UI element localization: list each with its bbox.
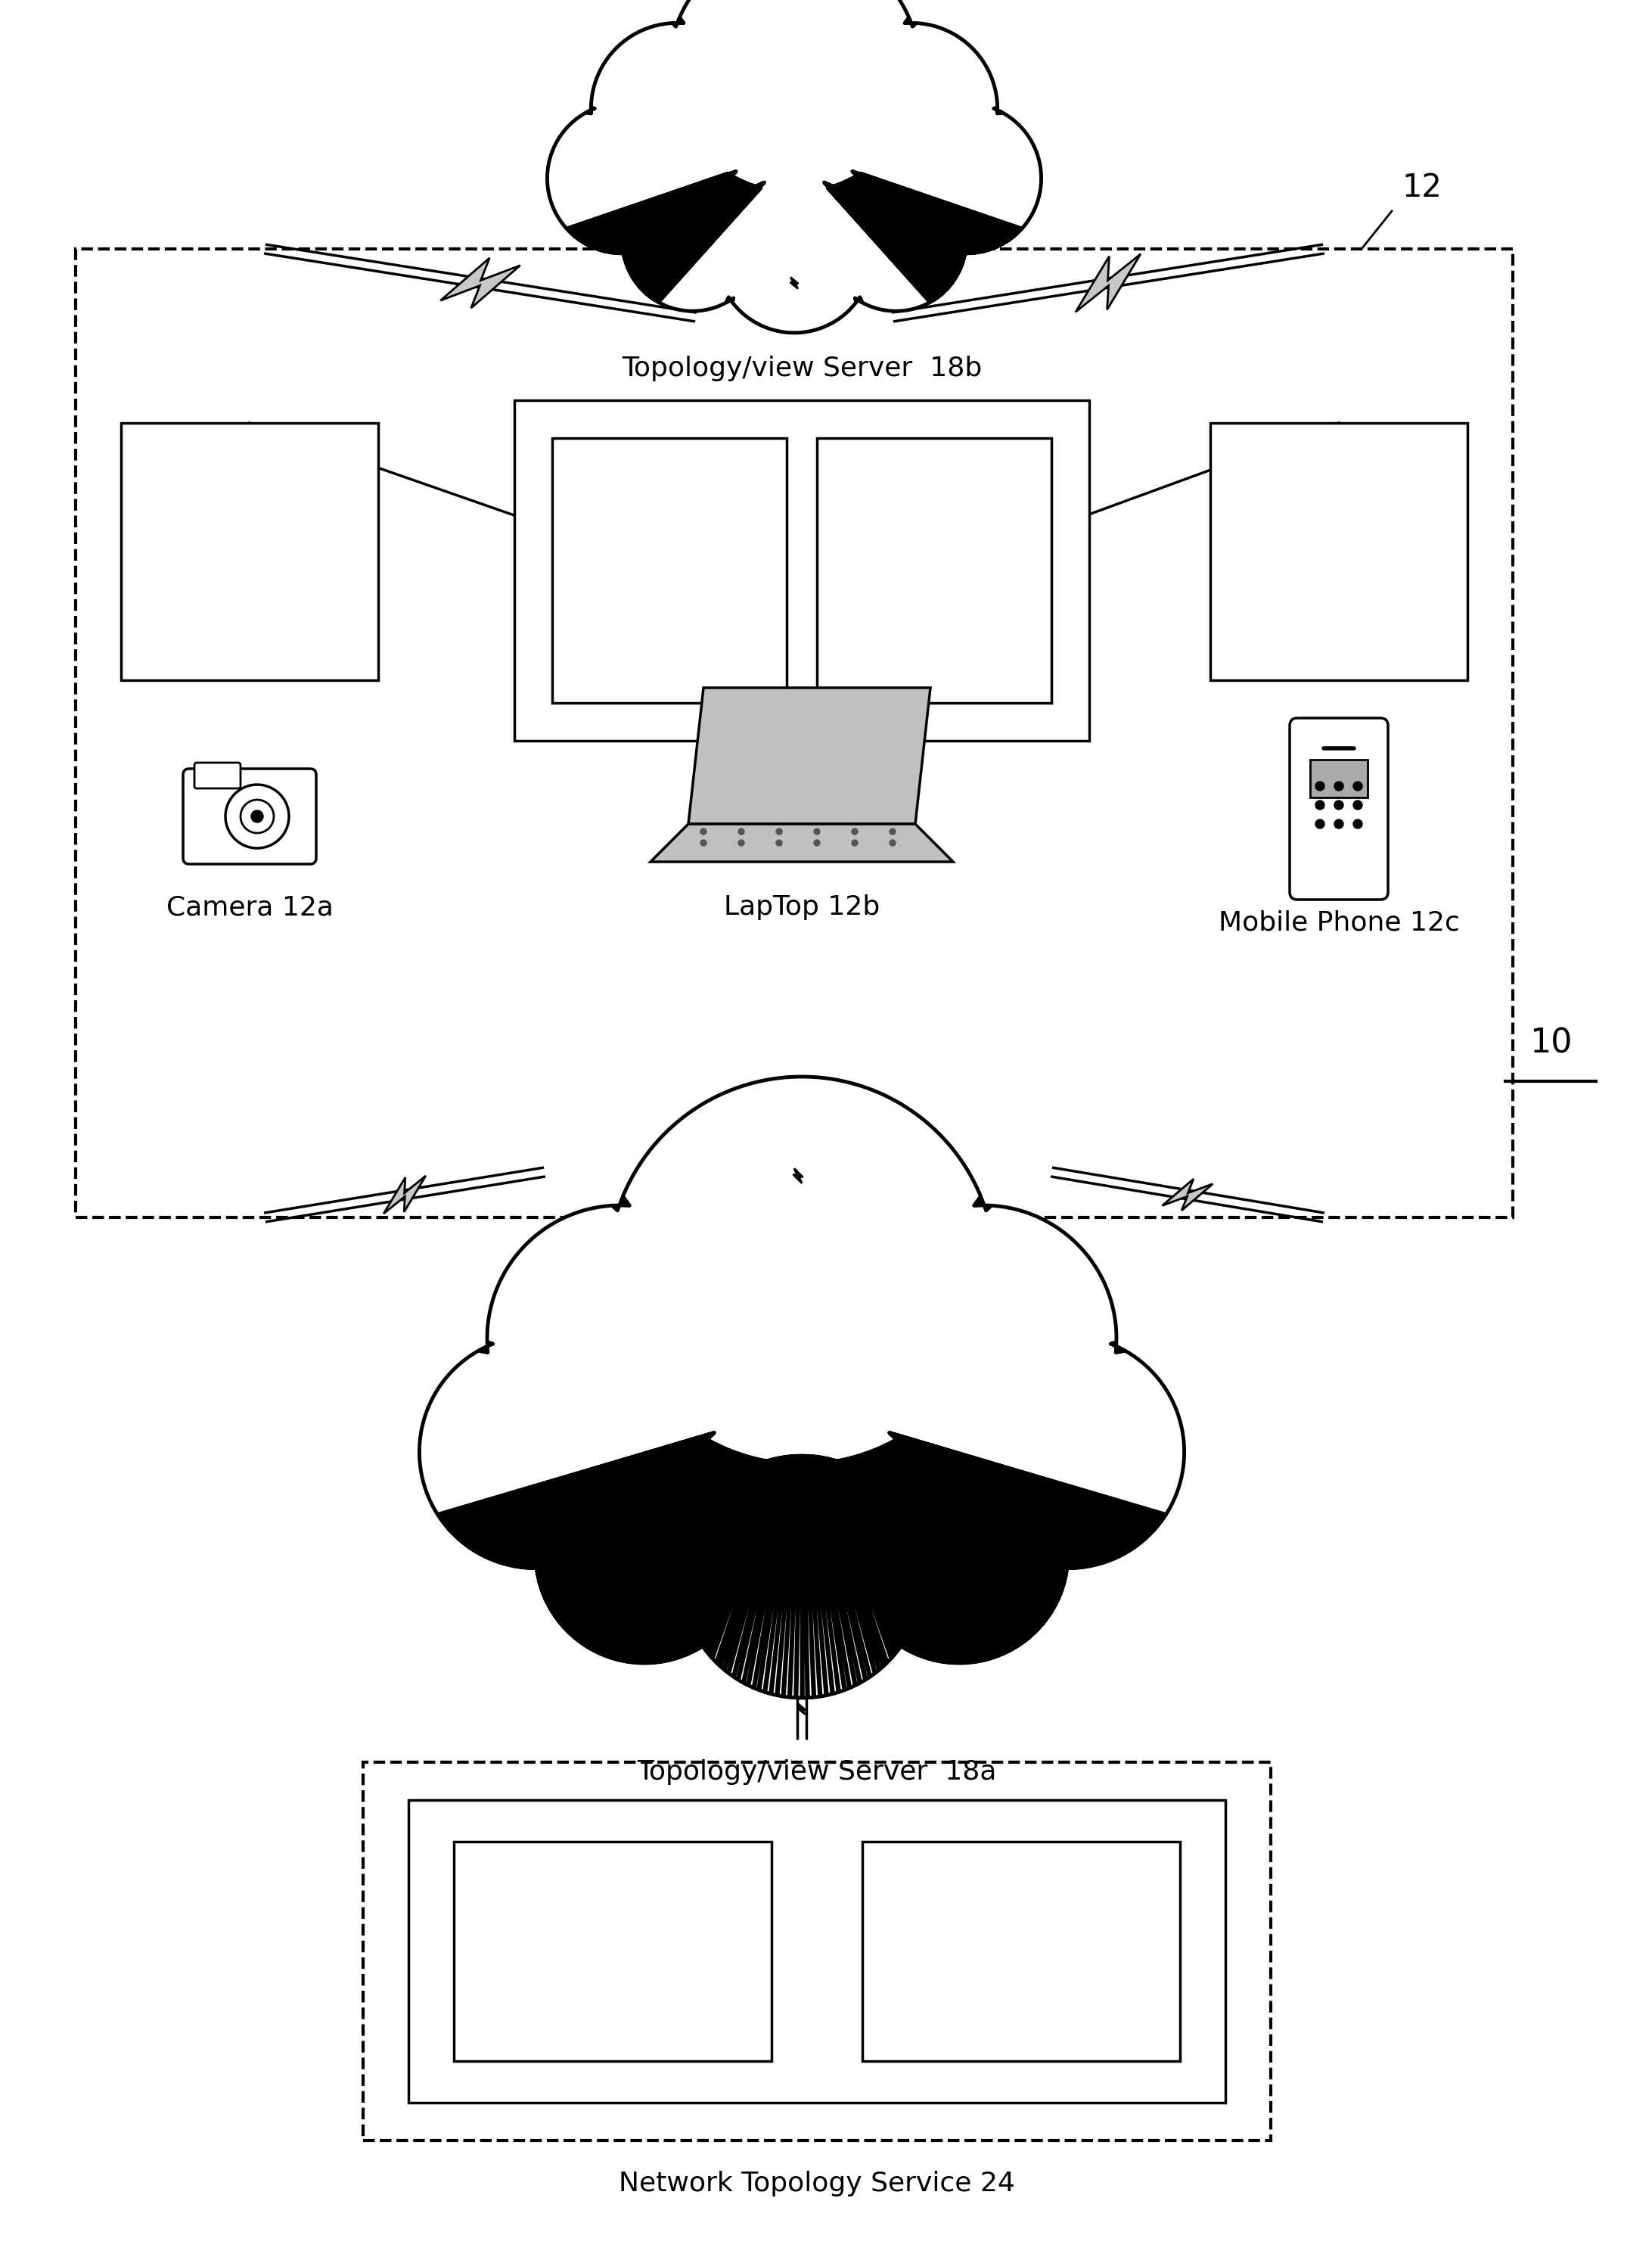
Text: Topology: Topology [198,485,301,505]
Circle shape [1353,800,1363,809]
Circle shape [1353,820,1363,829]
Circle shape [852,829,857,834]
Text: Network Topology Service 24: Network Topology Service 24 [620,2171,1014,2195]
Polygon shape [689,687,930,825]
Polygon shape [651,825,953,861]
FancyBboxPatch shape [1290,719,1388,899]
Text: 16: 16 [598,1988,628,2011]
Text: 16: 16 [654,618,684,640]
Circle shape [889,841,895,845]
FancyBboxPatch shape [514,401,1089,742]
Polygon shape [547,0,1041,334]
Text: Server: Server [983,1941,1059,1963]
Circle shape [700,829,707,834]
Text: Topology: Topology [884,500,985,523]
Text: 16: 16 [1325,597,1353,620]
Text: Mobile Phone 12c: Mobile Phone 12c [1218,908,1459,935]
Text: 12: 12 [1403,171,1442,203]
Polygon shape [1075,255,1140,311]
Circle shape [852,841,857,845]
FancyBboxPatch shape [454,1842,771,2060]
Text: 22: 22 [780,1452,823,1483]
Text: Topology: Topology [620,500,720,523]
Polygon shape [1163,1179,1213,1210]
Circle shape [889,829,895,834]
Text: 14: 14 [796,180,838,212]
Text: 20: 20 [1006,1988,1036,2011]
Circle shape [776,829,781,834]
Text: Topology/view Server  18b: Topology/view Server 18b [621,356,981,381]
Text: Client: Client [580,1941,646,1963]
Text: Server: Server [897,559,971,582]
Circle shape [700,841,707,845]
FancyBboxPatch shape [1211,424,1467,681]
FancyBboxPatch shape [1310,760,1368,798]
Text: Topology: Topology [562,1891,664,1914]
Circle shape [1335,820,1343,829]
Polygon shape [790,277,798,289]
Polygon shape [383,1177,426,1213]
Text: Topology: Topology [1289,485,1389,505]
Text: 10: 10 [1530,1028,1573,1059]
FancyBboxPatch shape [183,769,316,863]
Text: Local network: Local network [699,104,935,137]
Circle shape [738,841,745,845]
Polygon shape [441,257,520,309]
Circle shape [251,811,263,823]
Text: Camera 12a: Camera 12a [167,895,334,920]
Circle shape [814,841,819,845]
FancyBboxPatch shape [408,1801,1226,2103]
Text: 16: 16 [235,597,264,620]
FancyBboxPatch shape [818,437,1051,703]
FancyBboxPatch shape [195,762,241,789]
FancyBboxPatch shape [121,424,378,681]
Text: LapTop 12b: LapTop 12b [724,895,881,920]
Circle shape [1335,800,1343,809]
Polygon shape [420,1077,1184,1697]
FancyBboxPatch shape [862,1842,1180,2060]
Text: Topology/view Server  18a: Topology/view Server 18a [638,1758,996,1785]
Text: Client: Client [636,559,702,582]
Circle shape [1335,782,1343,791]
Circle shape [1315,800,1325,809]
Polygon shape [793,1168,803,1183]
Text: Client: Client [1305,541,1373,564]
Circle shape [738,829,745,834]
Circle shape [1315,782,1325,791]
Text: 20: 20 [920,618,948,640]
Text: Network/Internet: Network/Internet [659,1346,945,1377]
Circle shape [776,841,781,845]
Polygon shape [798,1704,806,1715]
Circle shape [814,829,819,834]
Text: Topology: Topology [970,1891,1072,1914]
Circle shape [1315,820,1325,829]
Text: Client: Client [216,541,282,564]
FancyBboxPatch shape [552,437,786,703]
Circle shape [1353,782,1363,791]
